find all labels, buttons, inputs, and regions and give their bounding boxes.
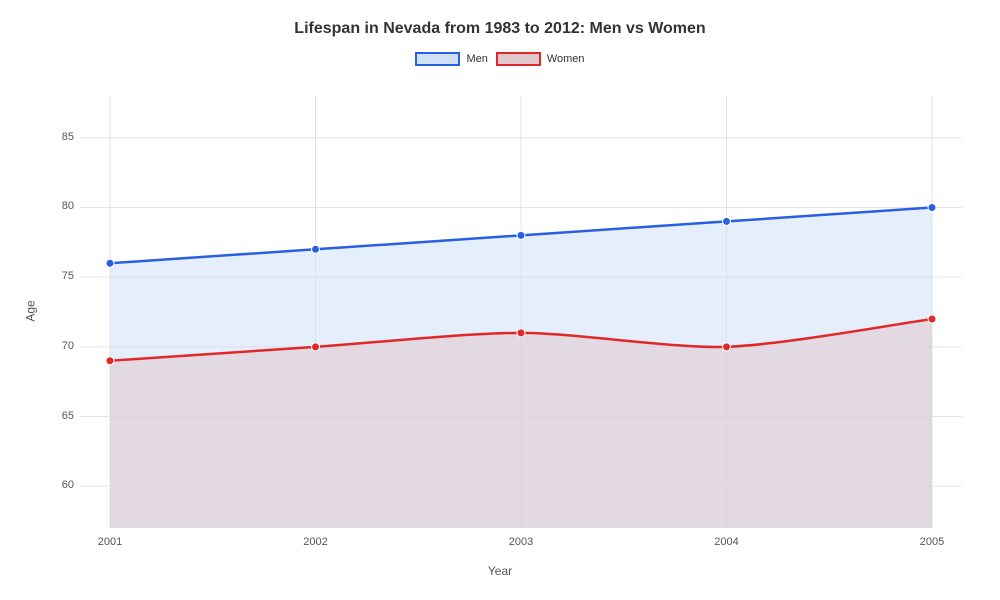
legend-swatch-men [415, 52, 460, 66]
data-point[interactable] [106, 357, 114, 365]
data-point[interactable] [723, 343, 731, 351]
y-tick-label: 85 [52, 131, 74, 143]
y-tick-label: 60 [52, 479, 74, 491]
data-point[interactable] [312, 245, 320, 253]
data-point[interactable] [517, 329, 525, 337]
data-point[interactable] [312, 343, 320, 351]
y-axis-label: Age [24, 300, 38, 321]
x-tick-label: 2004 [712, 536, 742, 548]
y-tick-label: 70 [52, 340, 74, 352]
chart-title: Lifespan in Nevada from 1983 to 2012: Me… [0, 0, 1000, 38]
x-tick-label: 2003 [506, 536, 536, 548]
x-tick-label: 2002 [301, 536, 331, 548]
chart-svg [80, 96, 962, 528]
chart-legend: Men Women [0, 52, 1000, 66]
plot-area [80, 96, 962, 528]
x-axis-label: Year [0, 564, 1000, 578]
chart-container: Lifespan in Nevada from 1983 to 2012: Me… [0, 0, 1000, 600]
legend-label-women: Women [547, 53, 585, 65]
y-tick-label: 75 [52, 270, 74, 282]
x-tick-label: 2005 [917, 536, 947, 548]
legend-swatch-women [496, 52, 541, 66]
legend-label-men: Men [466, 53, 487, 65]
y-tick-label: 80 [52, 200, 74, 212]
data-point[interactable] [723, 217, 731, 225]
data-point[interactable] [928, 203, 936, 211]
legend-item-women[interactable]: Women [496, 52, 585, 66]
data-point[interactable] [928, 315, 936, 323]
data-point[interactable] [517, 231, 525, 239]
legend-item-men[interactable]: Men [415, 52, 487, 66]
y-tick-label: 65 [52, 410, 74, 422]
data-point[interactable] [106, 259, 114, 267]
x-tick-label: 2001 [95, 536, 125, 548]
